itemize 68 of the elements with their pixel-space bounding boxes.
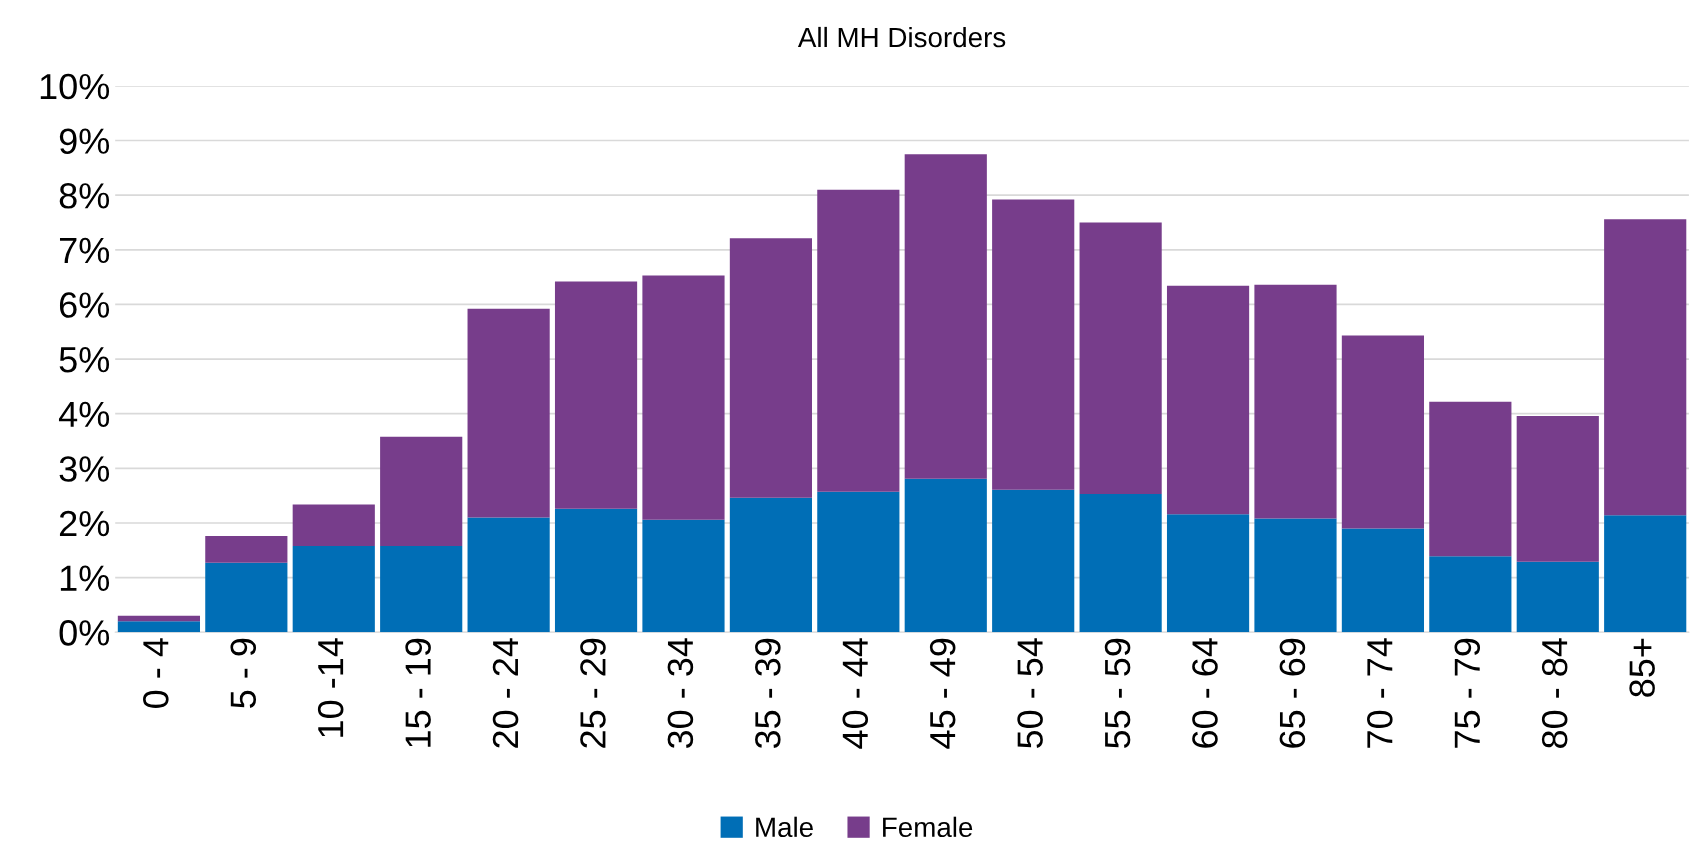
y-tick-label: 8% <box>59 183 110 209</box>
bar <box>992 199 1075 490</box>
y-tick-label: 10% <box>40 73 110 100</box>
bar <box>992 489 1075 633</box>
x-tick-label: 0 - 4 <box>143 638 169 708</box>
bar <box>1516 415 1599 562</box>
legend-label: Male <box>756 816 813 838</box>
bar <box>1079 222 1162 494</box>
bar <box>729 497 812 633</box>
x-tick-label: 45 - 49 <box>929 638 956 749</box>
x-tick-label: 85+ <box>1629 638 1655 697</box>
x-tick-label: 80 - 84 <box>1541 638 1568 748</box>
bar <box>467 308 550 518</box>
legend-label: Female <box>883 816 973 838</box>
bar <box>904 478 987 633</box>
bar <box>729 238 812 498</box>
bar <box>1604 219 1687 516</box>
bar <box>817 491 900 633</box>
bar <box>292 504 375 546</box>
y-tick-label: 3% <box>59 456 110 482</box>
bar <box>904 154 987 479</box>
x-tick-label: 35 - 39 <box>755 638 781 749</box>
y-tick-label: 4% <box>58 401 110 427</box>
bar <box>554 508 638 633</box>
x-tick-label: 50 - 54 <box>1017 638 1043 749</box>
y-tick-label: 5% <box>59 347 110 373</box>
bar <box>554 281 638 509</box>
bar <box>1516 561 1599 633</box>
x-tick-label: 15 - 19 <box>405 638 431 747</box>
y-tick-label: 2% <box>59 510 110 537</box>
x-tick-label: 40 - 44 <box>842 638 869 749</box>
bar <box>205 562 288 633</box>
x-tick-label: 60 - 64 <box>1192 638 1218 748</box>
bar <box>380 436 463 546</box>
x-tick-label: 10 -14 <box>317 638 344 737</box>
x-tick-label: 5 - 9 <box>230 638 257 708</box>
y-tick-label: 6% <box>59 292 110 318</box>
bar <box>117 621 200 633</box>
y-tick-label: 7% <box>59 237 110 264</box>
x-tick-label: 75 - 79 <box>1454 638 1481 748</box>
y-tick-label: 0% <box>59 620 110 646</box>
bar <box>1254 518 1337 633</box>
bar <box>1254 284 1337 519</box>
bar <box>1166 285 1250 515</box>
y-tick-label: 9% <box>59 128 110 154</box>
bar <box>642 519 725 633</box>
x-tick-label: 25 - 29 <box>580 638 606 748</box>
bar <box>205 536 288 563</box>
bar <box>467 517 550 633</box>
x-tick-label: 30 - 34 <box>667 638 694 749</box>
bar <box>1341 528 1425 633</box>
bar <box>817 189 900 492</box>
bar <box>1604 515 1687 633</box>
x-tick-label: 70 - 74 <box>1367 638 1393 748</box>
bar <box>117 615 200 622</box>
bar <box>1079 494 1162 633</box>
bar <box>1341 335 1425 529</box>
x-tick-label: 65 - 69 <box>1279 638 1306 748</box>
bar <box>642 275 725 520</box>
y-tick-label: 1% <box>60 565 110 591</box>
bar <box>292 545 375 633</box>
x-tick-label: 20 - 24 <box>492 638 519 748</box>
bar <box>1166 514 1250 633</box>
bar <box>1429 401 1512 557</box>
chart-title: All MH Disorders <box>797 26 1006 48</box>
bar <box>1429 556 1512 633</box>
x-tick-label: 55 - 59 <box>1104 638 1131 749</box>
bar <box>380 545 463 633</box>
